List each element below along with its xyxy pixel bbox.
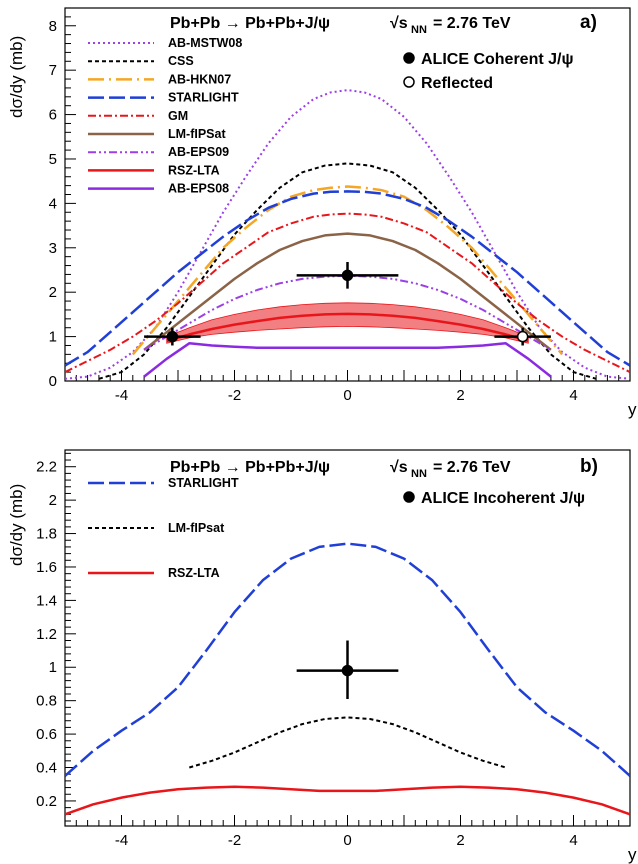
panel-b-legend-label-starlight: STARLIGHT bbox=[168, 476, 239, 490]
panel-a-legend-label-rsz-lta: RSZ-LTA bbox=[168, 163, 220, 177]
panel-b-y-tick-label: 0.6 bbox=[36, 726, 57, 743]
panel-b: Pb+Pb → Pb+Pb+J/ψ √s NN = 2.76 TeV b) dσ… bbox=[7, 450, 637, 864]
panel-a-y-tick-label: 8 bbox=[49, 18, 57, 35]
panel-a-legend-label-ab-eps08: AB-EPS08 bbox=[168, 182, 229, 196]
panel-a-title-process: Pb+Pb → Pb+Pb+J/ψ bbox=[170, 15, 330, 32]
panel-a-title-energy-sub: NN bbox=[411, 24, 427, 36]
panel-b-y-tick-label: 0.8 bbox=[36, 693, 57, 710]
panel-a-title-energy-value: = 2.76 TeV bbox=[433, 15, 511, 32]
panel-b-y-axis-title: dσ/dy (mb) bbox=[7, 484, 26, 566]
panel-a-legend-label-lm-fipsat: LM-fIPSat bbox=[168, 127, 226, 141]
panel-a-x-tick-label: 2 bbox=[456, 387, 464, 404]
panel-b-y-tick-label: 1.2 bbox=[36, 626, 57, 643]
panel-a-point-legend-marker bbox=[404, 77, 414, 87]
panel-b-series-lm-fipsat bbox=[189, 717, 505, 767]
panel-a-legend-label-starlight: STARLIGHT bbox=[168, 91, 239, 105]
panel-b-x-tick-label: -4 bbox=[115, 832, 128, 849]
panel-a-x-tick-label: 0 bbox=[343, 387, 351, 404]
panel-b-y-tick-label: 1.4 bbox=[36, 592, 57, 609]
panel-a-point-legend-label: ALICE Coherent J/ψ bbox=[421, 51, 574, 68]
panel-b-title-energy: √s bbox=[390, 459, 408, 476]
panel-a-legend-label-ab-eps09: AB-EPS09 bbox=[168, 145, 229, 159]
panel-a-y-tick-label: 4 bbox=[49, 195, 57, 212]
panel-a-data-point-0 bbox=[343, 270, 353, 280]
panel-b-y-tick-label: 2 bbox=[49, 492, 57, 509]
panel-a-y-tick-label: 2 bbox=[49, 284, 57, 301]
panel-a-y-tick-label: 6 bbox=[49, 107, 57, 124]
panel-a-y-tick-label: 7 bbox=[49, 62, 57, 79]
panel-b-x-tick-label: 4 bbox=[569, 832, 577, 849]
panel-b-legend-label-rsz-lta: RSZ-LTA bbox=[168, 566, 220, 580]
panel-b-y-tick-label: 0.2 bbox=[36, 793, 57, 810]
panel-a-legend-label-ab-hkn07: AB-HKN07 bbox=[168, 72, 231, 86]
panel-a-point-legend-marker bbox=[404, 53, 414, 63]
panel-a-legend-label-gm: GM bbox=[168, 109, 188, 123]
panel-a-band-rsz-lta bbox=[167, 303, 529, 344]
panel-a-x-tick-label: -4 bbox=[115, 387, 128, 404]
panel-a-point-legend-label: Reflected bbox=[421, 75, 493, 92]
panel-a-label: a) bbox=[580, 12, 597, 33]
panel-b-point-legend-label: ALICE Incoherent J/ψ bbox=[421, 490, 585, 507]
panel-b-data-point-0 bbox=[343, 666, 353, 676]
panel-a-title-energy: √s bbox=[390, 15, 408, 32]
panel-b-legend-label-lm-fipsat: LM-fIPsat bbox=[168, 521, 225, 535]
panel-b-x-tick-label: -2 bbox=[228, 832, 241, 849]
panel-b-title-energy-sub: NN bbox=[411, 468, 427, 480]
panel-b-label: b) bbox=[580, 456, 598, 477]
panel-b-title-process: Pb+Pb → Pb+Pb+J/ψ bbox=[170, 459, 330, 476]
panel-a-x-axis-title: y bbox=[628, 400, 637, 419]
panel-b-y-tick-label: 1.6 bbox=[36, 559, 57, 576]
panel-b-y-tick-label: 2.2 bbox=[36, 459, 57, 476]
panel-a-y-tick-label: 5 bbox=[49, 151, 57, 168]
panel-a-y-tick-label: 1 bbox=[49, 329, 57, 346]
panel-b-series-rsz-lta bbox=[65, 787, 630, 815]
panel-b-point-legend-marker bbox=[404, 492, 414, 502]
panel-a-legend-label-css: CSS bbox=[168, 54, 194, 68]
panel-b-y-tick-label: 1 bbox=[49, 659, 57, 676]
panel-a-legend-label-ab-mstw08: AB-MSTW08 bbox=[168, 36, 242, 50]
panel-a-data-point-2 bbox=[518, 332, 528, 342]
panel-a-x-tick-label: -2 bbox=[228, 387, 241, 404]
panel-b-x-tick-label: 2 bbox=[456, 832, 464, 849]
panel-a-y-tick-label: 0 bbox=[49, 373, 57, 390]
panel-b-x-axis-title: y bbox=[628, 845, 637, 864]
panel-b-y-tick-label: 1.8 bbox=[36, 526, 57, 543]
panel-a-data-point-1 bbox=[167, 332, 177, 342]
panel-b-y-tick-label: 0.4 bbox=[36, 760, 57, 777]
panel-a-y-axis-title: dσ/dy (mb) bbox=[7, 36, 26, 118]
panel-b-x-tick-label: 0 bbox=[343, 832, 351, 849]
panel-a: Pb+Pb → Pb+Pb+J/ψ √s NN = 2.76 TeV a) dσ… bbox=[7, 8, 637, 419]
panel-b-title-energy-value: = 2.76 TeV bbox=[433, 459, 511, 476]
panel-a-x-tick-label: 4 bbox=[569, 387, 577, 404]
panel-a-y-tick-label: 3 bbox=[49, 240, 57, 257]
